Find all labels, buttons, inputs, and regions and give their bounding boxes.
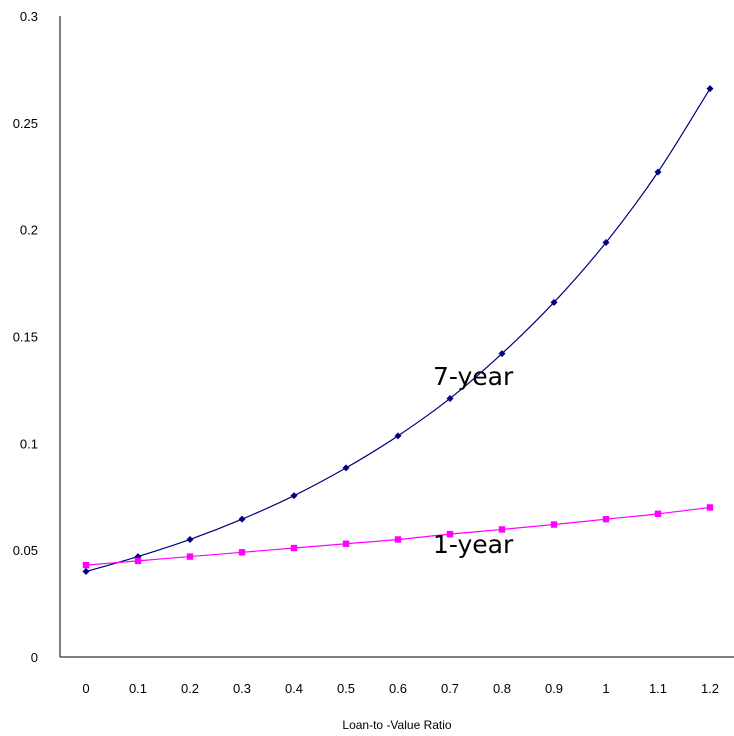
data-point-7-year (238, 515, 246, 523)
x-tick-label: 1 (602, 681, 609, 696)
data-point-1-year (394, 536, 402, 543)
x-tick-label: 1.2 (701, 681, 719, 696)
data-point-1-year (602, 515, 610, 523)
y-tick-label: 0.1 (20, 436, 38, 451)
axes (59, 16, 734, 658)
y-tick-label: 0.2 (20, 223, 38, 238)
data-point-1-year (290, 544, 298, 552)
y-tick-label: 0.15 (13, 330, 38, 345)
data-point-7-year (290, 492, 298, 500)
series-lines (85, 88, 711, 573)
data-point-1-year (446, 530, 454, 538)
data-point-7-year (82, 568, 90, 576)
y-tick-label: 0 (31, 650, 38, 665)
series-label-1-year: 1-year (433, 530, 514, 559)
data-point-1-year (82, 561, 90, 569)
y-tick-label: 0.25 (13, 116, 38, 131)
data-point-7-year (498, 350, 506, 358)
x-tick-label: 0.6 (389, 681, 407, 696)
data-point-1-year (238, 549, 246, 556)
y-tick-label: 0.05 (13, 543, 38, 558)
x-tick-label: 1.1 (649, 681, 667, 696)
data-point-7-year (706, 85, 714, 93)
x-tick-label: 0.5 (337, 681, 355, 696)
data-point-7-year (602, 238, 610, 246)
data-point-7-year (394, 432, 402, 440)
series-label-7-year: 7-year (433, 362, 514, 391)
x-tick-label: 0.1 (129, 681, 147, 696)
data-point-7-year (550, 298, 558, 306)
data-point-1-year (498, 526, 506, 533)
y-tick-label: 0.3 (20, 9, 38, 24)
x-tick-label: 0.4 (285, 681, 303, 696)
series-line-7-year (85, 88, 711, 573)
x-tick-labels: 0 0.1 0.2 0.3 0.4 0.5 0.6 0.7 0.8 0.9 1 1.1 1.2 (82, 681, 719, 696)
data-point-7-year (446, 394, 454, 402)
data-point-1-year (186, 553, 194, 560)
data-point-1-year (342, 540, 350, 547)
data-point-7-year (186, 535, 194, 543)
data-point-1-year (654, 510, 662, 518)
data-point-7-year (654, 168, 662, 176)
x-tick-label: 0.2 (181, 681, 199, 696)
data-point-7-year (342, 464, 350, 472)
y-tick-labels: 0 0.05 0.1 0.15 0.2 0.25 0.3 (13, 9, 38, 665)
series-line-1-year (85, 506, 711, 566)
series-labels: 7-year 1-year (433, 362, 514, 559)
data-point-1-year (134, 557, 142, 565)
x-tick-label: 0.8 (493, 681, 511, 696)
data-point-1-year (550, 521, 558, 528)
data-point-1-year (706, 504, 714, 511)
x-tick-label: 0.3 (233, 681, 251, 696)
series-markers (82, 85, 714, 576)
x-tick-label: 0.7 (441, 681, 459, 696)
x-tick-label: 0.9 (545, 681, 563, 696)
x-tick-label: 0 (82, 681, 89, 696)
x-axis-title: Loan-to -Value Ratio (342, 718, 452, 732)
